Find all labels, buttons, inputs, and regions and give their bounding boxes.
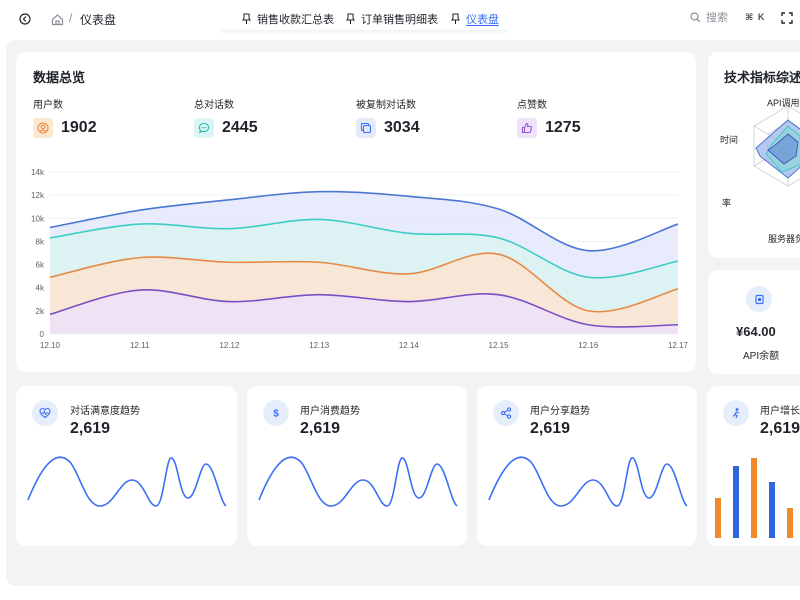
share-icon	[493, 400, 519, 426]
tab-label: 销售收款汇总表	[257, 14, 334, 26]
tab-order-details[interactable]: 订单销售明细表	[346, 11, 438, 27]
mini-card-label: 用户分享趋势	[530, 406, 590, 417]
search-shortcut: ⌘ K	[745, 11, 766, 22]
growth-bar	[733, 466, 739, 538]
stat-value: 2445	[222, 119, 258, 136]
overview-title: 数据总览	[33, 70, 86, 85]
sparkline-line	[488, 456, 688, 507]
y-tick-label: 2k	[36, 307, 45, 316]
chat-bubble-icon	[194, 118, 214, 138]
y-tick-label: 10k	[31, 214, 45, 223]
stat-users: 用户数 1902	[33, 96, 97, 138]
wallet-icon	[746, 286, 772, 312]
growth-bar	[715, 498, 721, 538]
mini-card-value: 2,619	[70, 420, 111, 437]
growth-bar	[751, 458, 757, 538]
mini-card-value: 2,619	[300, 420, 341, 437]
tab-sales-summary[interactable]: 销售收款汇总表	[242, 11, 334, 27]
back-circle-icon	[19, 13, 31, 25]
sparkline-sharing	[488, 456, 688, 507]
stat-value: 1902	[61, 119, 97, 136]
fullscreen-button[interactable]	[780, 11, 794, 25]
user-growth-icon	[723, 400, 749, 426]
stat-likes: 点赞数 1275	[517, 96, 581, 138]
x-tick-label: 12.14	[399, 341, 420, 350]
top-bar: / 仪表盘 销售收款汇总表 订单销售明细表 仪表盘 搜索 ⌘ K	[0, 0, 800, 38]
y-tick-label: 12k	[31, 191, 45, 200]
series-line	[49, 190, 679, 252]
radar-label: 时间	[720, 134, 738, 145]
stat-label: 用户数	[33, 100, 63, 111]
radar-label: 率	[722, 197, 731, 208]
radar-label: API调用次	[767, 97, 800, 108]
breadcrumb-separator: /	[69, 11, 73, 25]
overview-area-chart: 0 2k 4k 6k 8k 10k 12k 14k 12.10 12.11 12.12 12.13 12…	[31, 168, 689, 350]
mini-card-value: 2,619	[760, 420, 800, 437]
x-tick-label: 12.15	[489, 341, 510, 350]
stat-value: 3034	[384, 119, 420, 136]
breadcrumb-current: 仪表盘	[80, 13, 117, 27]
growth-bar	[787, 508, 793, 538]
sparkline-satisfaction	[27, 456, 227, 507]
x-tick-label: 12.11	[130, 341, 150, 350]
tabs-underline-shadow	[222, 30, 507, 34]
growth-bar-chart	[715, 458, 793, 538]
copy-icon	[356, 118, 376, 138]
x-tick-label: 12.10	[40, 341, 61, 350]
series-line	[49, 218, 679, 279]
stat-conversations: 总对话数 2445	[194, 96, 258, 138]
search-box[interactable]: 搜索 ⌘ K	[690, 9, 765, 25]
x-tick-label: 12.13	[309, 341, 330, 350]
home-button[interactable]	[48, 10, 66, 28]
growth-bar	[769, 482, 775, 538]
sparkline-line	[27, 456, 227, 507]
radar-chart: API调用次 时间 率 服务器负	[720, 97, 800, 244]
mini-card-value: 2,619	[530, 420, 571, 437]
dollar-icon: $	[263, 400, 289, 426]
mini-card-label: 用户消费趋势	[300, 406, 360, 417]
radar-series-indigo	[767, 133, 799, 165]
y-tick-label: 0	[40, 330, 45, 339]
pin-icon	[346, 13, 355, 25]
stat-label: 点赞数	[517, 100, 547, 111]
api-balance-label: API余额	[743, 351, 780, 362]
x-tick-label: 12.12	[219, 341, 240, 350]
fullscreen-icon	[781, 12, 793, 24]
mini-card-label: 用户增长趋	[760, 406, 800, 417]
home-icon	[51, 13, 63, 25]
api-balance-value: ¥64.00	[736, 324, 776, 339]
series-line	[49, 252, 679, 313]
svg-text:$: $	[273, 409, 279, 420]
mini-card-label: 对话满意度趋势	[70, 406, 140, 417]
tech-title: 技术指标综述	[724, 70, 800, 85]
tab-label: 仪表盘	[466, 14, 499, 26]
y-tick-label: 8k	[36, 237, 45, 246]
stat-value: 1275	[545, 119, 581, 136]
back-button[interactable]	[16, 10, 34, 28]
stat-copied-conversations: 被复制对话数 3034	[356, 96, 420, 138]
heart-pulse-icon	[32, 400, 58, 426]
pin-icon	[451, 13, 460, 25]
stat-label: 总对话数	[194, 100, 234, 111]
tab-label: 订单销售明细表	[361, 14, 438, 26]
tab-dashboard[interactable]: 仪表盘	[451, 11, 499, 27]
y-tick-label: 4k	[36, 284, 45, 293]
search-placeholder: 搜索	[706, 12, 728, 24]
search-icon	[690, 11, 701, 22]
y-tick-label: 6k	[36, 261, 45, 270]
x-tick-label: 12.16	[578, 341, 599, 350]
user-circle-icon	[33, 118, 53, 138]
pin-icon	[242, 13, 251, 25]
sparkline-consumption	[258, 456, 458, 507]
sparkline-line	[258, 456, 458, 507]
y-tick-label: 14k	[31, 168, 45, 177]
radar-label: 服务器负	[768, 233, 800, 244]
thumbs-up-icon	[517, 118, 537, 138]
x-tick-label: 12.17	[668, 341, 689, 350]
series-line	[49, 289, 679, 328]
stat-label: 被复制对话数	[356, 100, 416, 111]
